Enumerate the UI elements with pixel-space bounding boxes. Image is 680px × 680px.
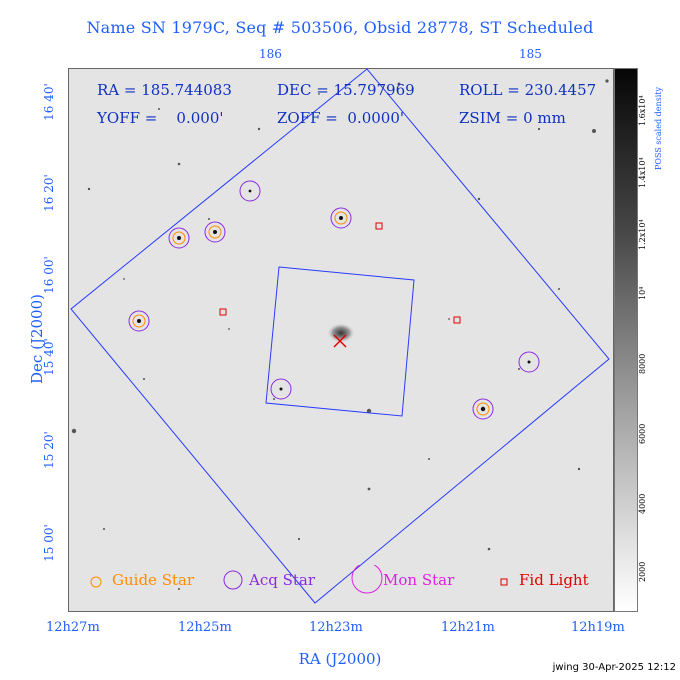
- zoff-readout: ZOFF = 0.0000': [277, 109, 405, 127]
- ra-tick: 12h23m: [309, 620, 363, 635]
- fid-lights: [219, 222, 461, 324]
- colorbar-tick: 6000: [638, 423, 647, 444]
- colorbar-tick: 10⁴: [638, 286, 647, 300]
- colorbar-tick: 8000: [638, 353, 647, 374]
- legend-guide-star: Guide Star: [112, 571, 195, 589]
- legend-acq-star: Acq Star: [249, 571, 316, 589]
- legend-symbols: [90, 565, 508, 594]
- target-marker: [333, 334, 347, 348]
- dec-tick: 15 20': [41, 431, 56, 469]
- top-tick-186: 186: [259, 47, 282, 61]
- ra-tick: 12h19m: [571, 620, 625, 635]
- target-galaxy: [327, 323, 355, 343]
- zsim-readout: ZSIM = 0 mm: [459, 109, 566, 127]
- guide-star-legend-icon: [90, 576, 102, 588]
- bright-stars: [137, 189, 531, 412]
- colorbar-tick: 4000: [638, 493, 647, 514]
- dec-tick: 16 00': [41, 256, 56, 294]
- detector-outline: [265, 266, 415, 417]
- top-tick-185: 185: [519, 47, 542, 61]
- colorbar-tick: 1.2x10⁴: [638, 219, 647, 250]
- yoff-readout: YOFF = 0.000': [97, 109, 224, 127]
- background-stars: [71, 79, 609, 590]
- colorbar-label: POSS scaled density: [654, 86, 663, 170]
- colorbar-tick: 1.6x10⁴: [638, 95, 647, 126]
- acis-field-outline: [70, 68, 610, 604]
- dec-tick: 16 40': [41, 83, 56, 121]
- fid-light-legend-icon: [500, 578, 508, 586]
- dec-tick: 15 00': [41, 524, 56, 562]
- footer-timestamp: jwing 30-Apr-2025 12:12: [552, 662, 676, 673]
- colorbar: [614, 68, 638, 612]
- ra-tick: 12h25m: [178, 620, 232, 635]
- x-axis-label: RA (J2000): [298, 650, 382, 668]
- legend-mon-star: Mon Star: [383, 571, 455, 589]
- colorbar-tick: 2000: [638, 561, 647, 582]
- plot-title: Name SN 1979C, Seq # 503506, Obsid 28778…: [86, 18, 594, 37]
- colorbar-tick: 1.4x10⁴: [638, 157, 647, 188]
- acq-stars: [128, 180, 540, 420]
- dec-readout: DEC = 15.797969: [277, 81, 415, 99]
- sky-image: RA = 185.744083 DEC = 15.797969 ROLL = 2…: [68, 68, 614, 612]
- ra-readout: RA = 185.744083: [97, 81, 232, 99]
- dec-tick: 16 20': [41, 174, 56, 212]
- guide-stars: [132, 211, 490, 416]
- ra-tick: 12h21m: [441, 620, 495, 635]
- y-axis-label: Dec (J2000): [27, 294, 46, 384]
- acq-star-legend-icon: [223, 570, 243, 590]
- legend-fid-light: Fid Light: [519, 571, 589, 589]
- roll-readout: ROLL = 230.4457: [459, 81, 597, 99]
- sky-overlay: [70, 68, 610, 604]
- ra-tick: 12h27m: [46, 620, 100, 635]
- mon-star-legend-icon: [351, 565, 383, 594]
